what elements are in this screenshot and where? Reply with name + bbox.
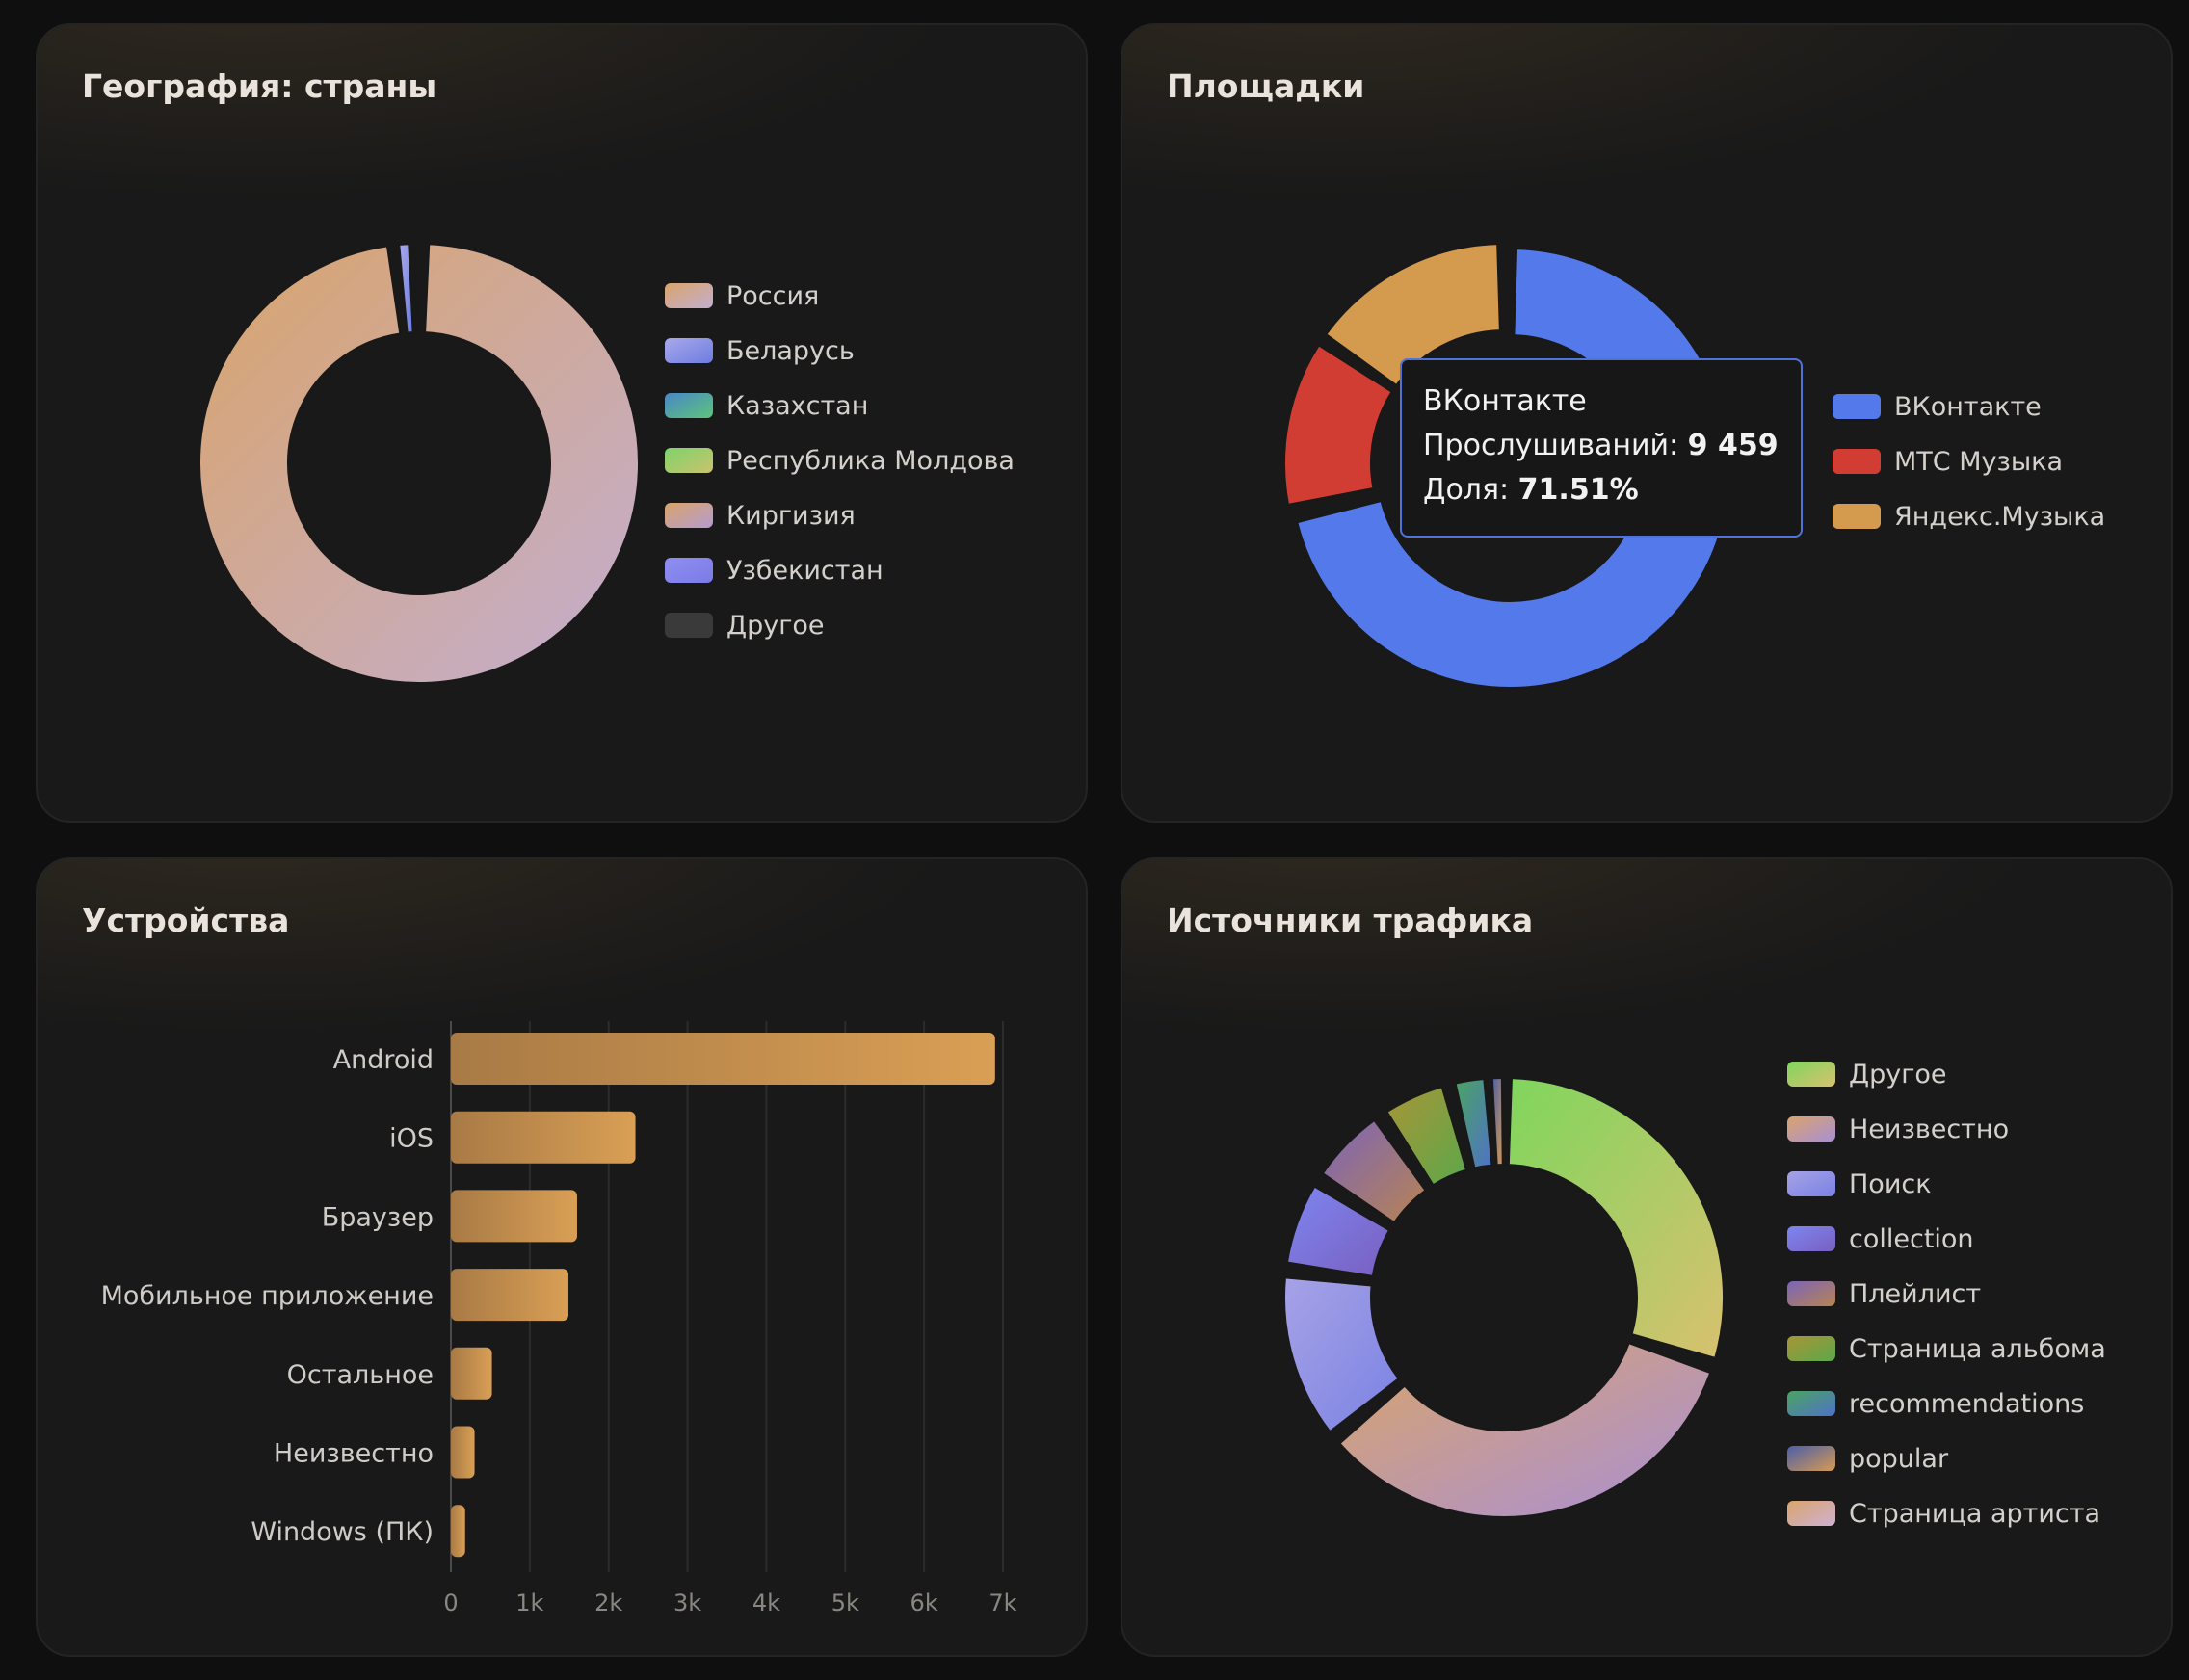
tooltip-share-label: Доля:	[1423, 473, 1510, 507]
tooltip-title: ВКонтакте	[1423, 384, 1587, 418]
legend-swatch-вконтакте[interactable]	[1833, 394, 1881, 419]
category-label: Браузер	[322, 1202, 434, 1232]
card-title: Источники трафика	[1167, 902, 1534, 939]
legend-label-плейлист[interactable]: Плейлист	[1849, 1279, 1981, 1309]
slice-другое[interactable]	[416, 243, 420, 334]
legend-label-collection[interactable]: collection	[1849, 1224, 1974, 1254]
bar-мобильное-приложение[interactable]	[451, 1269, 568, 1322]
legend-swatch-recommendations[interactable]	[1787, 1391, 1835, 1416]
slice-страница-альбома[interactable]	[1385, 1086, 1468, 1187]
legend-swatch-другое[interactable]	[1787, 1062, 1835, 1087]
card-geography: География: страны Россия Беларусь Казахста…	[36, 23, 1088, 823]
slice-неизвестно[interactable]	[1338, 1342, 1712, 1518]
legend-label-recommendations[interactable]: recommendations	[1849, 1389, 2084, 1419]
slice-другое[interactable]	[1507, 1077, 1725, 1359]
legend-swatch-республика-молдова[interactable]	[665, 448, 713, 473]
traffic-donut-chart: Другое Неизвестно Поиск collection Плейлист С…	[1283, 1060, 2106, 1529]
legend-swatch-яндекс-музыка[interactable]	[1833, 504, 1881, 529]
tooltip-plays: Прослушиваний: 9 459	[1423, 424, 1780, 468]
legend-label-поиск[interactable]: Поиск	[1849, 1169, 1932, 1199]
devices-bar-chart: 0 1k 2k 3k 4k 5k 6k 7k Android iOS Браузер Мобильно…	[101, 1021, 1017, 1616]
bar-ios[interactable]	[451, 1111, 636, 1164]
tooltip-plays-value: 9 459	[1687, 429, 1779, 462]
card-traffic-sources: Источники трафика Другое Неизвестно Поиск c…	[1121, 857, 2173, 1657]
bar-браузер[interactable]	[451, 1190, 577, 1243]
card-title: Площадки	[1167, 67, 1365, 105]
legend-label-popular[interactable]: popular	[1849, 1444, 1949, 1474]
tooltip-share: Доля: 71.51%	[1423, 468, 1780, 512]
card-platforms: Площадки ВКонтакте МТС Музыка Яндекс.Музык…	[1121, 23, 2173, 823]
legend-swatch-поиск[interactable]	[1787, 1171, 1835, 1196]
legend-label-вконтакте[interactable]: ВКонтакте	[1894, 392, 2042, 422]
legend-label-другое[interactable]: Другое	[1849, 1060, 1947, 1089]
tooltip-plays-label: Прослушиваний:	[1423, 429, 1679, 462]
bar-неизвестно[interactable]	[451, 1426, 475, 1479]
category-label: Мобильное приложение	[101, 1281, 434, 1311]
legend-label-мтс-музыка[interactable]: МТС Музыка	[1894, 447, 2063, 477]
legend-swatch-россия[interactable]	[665, 283, 713, 308]
legend-swatch-беларусь[interactable]	[665, 338, 713, 363]
legend-swatch-popular[interactable]	[1787, 1446, 1835, 1471]
x-tick-label: 0	[443, 1589, 458, 1616]
slice-россия[interactable]	[198, 243, 640, 684]
legend-label-неизвестно[interactable]: Неизвестно	[1849, 1115, 2009, 1144]
x-tick-label: 7k	[989, 1589, 1016, 1616]
legend-label-узбекистан[interactable]: Узбекистан	[726, 556, 884, 586]
chart-tooltip: ВКонтакте Прослушиваний: 9 459 Доля: 71.…	[1400, 358, 1803, 538]
legend-label-страница-артиста[interactable]: Страница артиста	[1849, 1499, 2100, 1529]
slice-беларусь[interactable]	[398, 243, 414, 334]
card-title: География: страны	[82, 67, 437, 105]
legend-swatch-страница-альбома[interactable]	[1787, 1336, 1835, 1361]
slice-мтс-музыка[interactable]	[1283, 344, 1393, 506]
x-tick-label: 1k	[515, 1589, 543, 1616]
legend-label-россия[interactable]: Россия	[726, 281, 819, 311]
slice-popular[interactable]	[1490, 1077, 1504, 1167]
x-tick-label: 5k	[831, 1589, 859, 1616]
legend-swatch-неизвестно[interactable]	[1787, 1116, 1835, 1142]
legend-swatch-узбекистан[interactable]	[665, 558, 713, 583]
legend-swatch-другое[interactable]	[665, 613, 713, 638]
category-label: Остальное	[287, 1360, 434, 1390]
card-title: Устройства	[82, 902, 290, 939]
legend-label-другое[interactable]: Другое	[726, 611, 825, 641]
legend-swatch-киргизия[interactable]	[665, 503, 713, 528]
bar-android[interactable]	[451, 1033, 995, 1085]
category-label: iOS	[389, 1124, 434, 1154]
legend-label-яндекс-музыка[interactable]: Яндекс.Музыка	[1894, 502, 2105, 532]
x-tick-label: 4k	[752, 1589, 780, 1616]
slice-collection[interactable]	[1285, 1185, 1390, 1277]
slice-поиск[interactable]	[1283, 1276, 1400, 1433]
card-devices: Устройства 0 1k 2k 3k 4k 5k 6k 7k Android iOS Брау…	[36, 857, 1088, 1657]
legend-swatch-страница-артиста[interactable]	[1787, 1501, 1835, 1526]
legend-label-беларусь[interactable]: Беларусь	[726, 336, 855, 366]
legend-label-киргизия[interactable]: Киргизия	[726, 501, 856, 531]
x-tick-label: 3k	[673, 1589, 701, 1616]
x-tick-label: 2k	[594, 1589, 622, 1616]
legend-label-республика-молдова[interactable]: Республика Молдова	[726, 446, 1015, 476]
slice-плейлист[interactable]	[1321, 1119, 1427, 1224]
x-tick-label: 6k	[910, 1589, 938, 1616]
category-label: Windows (ПК)	[251, 1517, 434, 1547]
legend-swatch-казахстан[interactable]	[665, 393, 713, 418]
bar-windows-пк[interactable]	[451, 1505, 465, 1558]
tooltip-share-value: 71.51%	[1517, 473, 1639, 507]
geography-donut-chart: Россия Беларусь Казахстан Республика Молдов…	[198, 243, 1015, 684]
category-label: Android	[333, 1045, 434, 1075]
legend-label-страница-альбома[interactable]: Страница альбома	[1849, 1334, 2106, 1364]
legend-swatch-мтс-музыка[interactable]	[1833, 449, 1881, 474]
slice-recommendations[interactable]	[1454, 1077, 1493, 1169]
legend-swatch-collection[interactable]	[1787, 1226, 1835, 1251]
legend-label-казахстан[interactable]: Казахстан	[726, 391, 868, 421]
legend-swatch-плейлист[interactable]	[1787, 1281, 1835, 1306]
bar-остальное[interactable]	[451, 1347, 492, 1400]
category-label: Неизвестно	[274, 1439, 434, 1469]
